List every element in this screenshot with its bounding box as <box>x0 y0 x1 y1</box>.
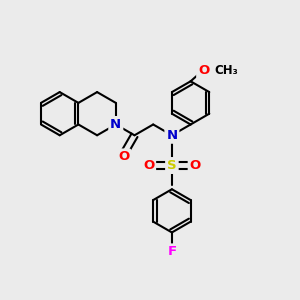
Text: F: F <box>167 245 176 258</box>
Text: O: O <box>198 64 209 77</box>
Text: S: S <box>167 159 177 172</box>
Text: O: O <box>190 159 201 172</box>
Text: N: N <box>110 118 122 131</box>
Text: O: O <box>143 159 154 172</box>
Text: N: N <box>166 129 178 142</box>
Text: CH₃: CH₃ <box>214 64 238 77</box>
Text: O: O <box>118 150 129 164</box>
